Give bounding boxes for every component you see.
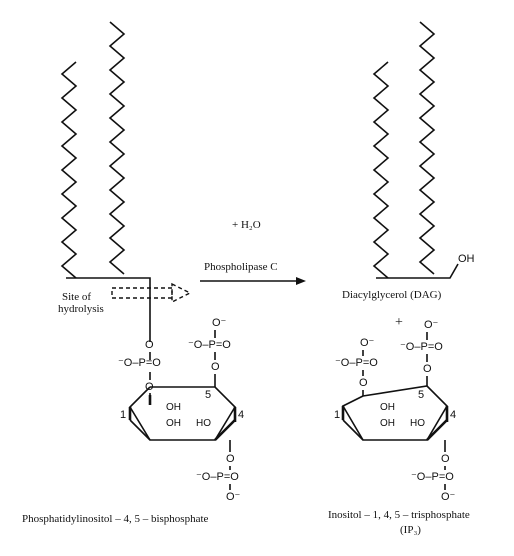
ip3-name-line2: (IP₃) bbox=[400, 524, 421, 536]
phosphate-bridge-o-top: O bbox=[145, 339, 154, 351]
pip2-name: Phosphatidylinositol – 4, 5 – bisphospha… bbox=[22, 513, 209, 525]
dag-hydroxyl: OH bbox=[458, 253, 475, 265]
site-label-line2: hydrolysis bbox=[58, 303, 104, 315]
ring2-ho: HO bbox=[410, 418, 425, 429]
inositol-ring-1 bbox=[128, 386, 237, 441]
dag-name: Diacylglycerol (DAG) bbox=[342, 289, 442, 301]
ring1-oh-lower: OH bbox=[166, 418, 181, 429]
ring2-pos1: 1 bbox=[334, 409, 340, 421]
inositol-ring-2 bbox=[341, 385, 449, 441]
ip3-p4-minus-o-p: ⁻O–P=O bbox=[411, 471, 454, 483]
ring1-ho: HO bbox=[196, 418, 211, 429]
reaction-arrow-group: + H₂O Phospholipase C bbox=[200, 219, 306, 285]
p4-minus-o-p: ⁻O–P=O bbox=[196, 471, 239, 483]
plus-sign: + bbox=[395, 315, 403, 330]
site-label-line1: Site of bbox=[62, 291, 91, 303]
ip3-name-line1: Inositol – 1, 4, 5 – trisphosphate bbox=[328, 509, 470, 521]
pip2-molecule: Site of hydrolysis O ⁻O–P=O O O⁻ ⁻O–P=O … bbox=[22, 21, 244, 525]
water-label: + H₂O bbox=[232, 219, 261, 231]
dag-chain-2 bbox=[418, 21, 436, 275]
fatty-acid-chain-1 bbox=[60, 61, 78, 279]
ip3-p1-o-minus: O⁻ bbox=[360, 337, 375, 349]
ip3-molecule: O⁻ ⁻O–P=O O O⁻ ⁻O–P=O O 5 1 4 OH OH HO O… bbox=[328, 319, 470, 536]
ring1-pos5: 5 bbox=[205, 389, 211, 401]
ip3-p1-bridge-o: O bbox=[359, 377, 368, 389]
ring1-pos1: 1 bbox=[120, 409, 126, 421]
ip3-p4-o-minus: O⁻ bbox=[441, 491, 456, 503]
ip3-p5-bridge-o: O bbox=[423, 363, 432, 375]
reaction-arrow-head bbox=[296, 277, 306, 285]
ring2-pos5: 5 bbox=[418, 389, 424, 401]
ip3-p1-minus-o-p: ⁻O–P=O bbox=[335, 357, 378, 369]
phosphate-bridge-p: ⁻O–P=O bbox=[118, 357, 161, 369]
ring1-oh-upper: OH bbox=[166, 402, 181, 413]
p5-o-minus: O⁻ bbox=[212, 317, 227, 329]
enzyme-label: Phospholipase C bbox=[204, 261, 278, 273]
dag-backbone bbox=[376, 263, 459, 279]
dag-chain-1 bbox=[372, 61, 390, 279]
p4-o-minus: O⁻ bbox=[226, 491, 241, 503]
ring1-pos4: 4 bbox=[238, 409, 244, 421]
p5-bridge-o: O bbox=[211, 361, 220, 373]
dag-molecule: OH Diacylglycerol (DAG) bbox=[342, 21, 475, 301]
ip3-p4-bridge-o: O bbox=[441, 453, 450, 465]
ring2-pos4: 4 bbox=[450, 409, 456, 421]
ring2-oh-lower: OH bbox=[380, 418, 395, 429]
ip3-p5-o-minus: O⁻ bbox=[424, 319, 439, 331]
ring2-oh-upper: OH bbox=[380, 402, 395, 413]
glycerol-backbone bbox=[66, 277, 151, 318]
p4-bridge-o: O bbox=[226, 453, 235, 465]
hydrolysis-site-marker bbox=[111, 282, 192, 304]
p5-minus-o-p: ⁻O–P=O bbox=[188, 339, 231, 351]
fatty-acid-chain-2 bbox=[108, 21, 126, 275]
ip3-p5-minus-o-p: ⁻O–P=O bbox=[400, 341, 443, 353]
